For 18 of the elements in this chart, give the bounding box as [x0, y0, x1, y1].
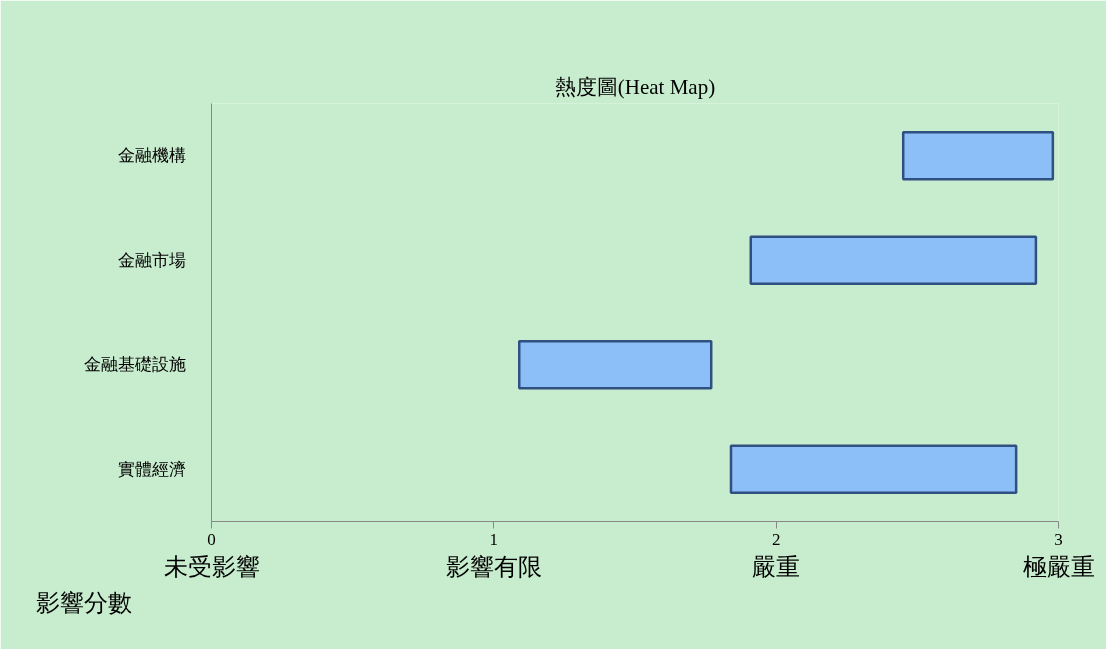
text: 影響有限	[445, 553, 542, 580]
bar	[517, 339, 713, 390]
text: 極嚴重	[1022, 553, 1095, 580]
x-tick-label: 2	[771, 529, 781, 549]
text: 嚴重	[752, 553, 801, 580]
x-tick-label: 1	[489, 529, 499, 549]
x-axis-title: 影響分數	[35, 589, 132, 616]
bar	[729, 444, 1018, 495]
y-tick-label: 金融市場	[117, 250, 186, 270]
bar	[901, 130, 1055, 181]
x-tick-label: 3	[1054, 529, 1063, 549]
bar	[749, 235, 1038, 286]
y-tick-label: 金融機構	[117, 146, 186, 166]
x-tick-label: 0	[207, 529, 216, 549]
text: 未受影響	[163, 553, 260, 580]
chart-title: 熱度圖(Heat Map)	[554, 74, 716, 99]
y-tick-label: 實體經濟	[117, 459, 186, 479]
y-tick-label: 金融基礎設施	[83, 355, 186, 375]
